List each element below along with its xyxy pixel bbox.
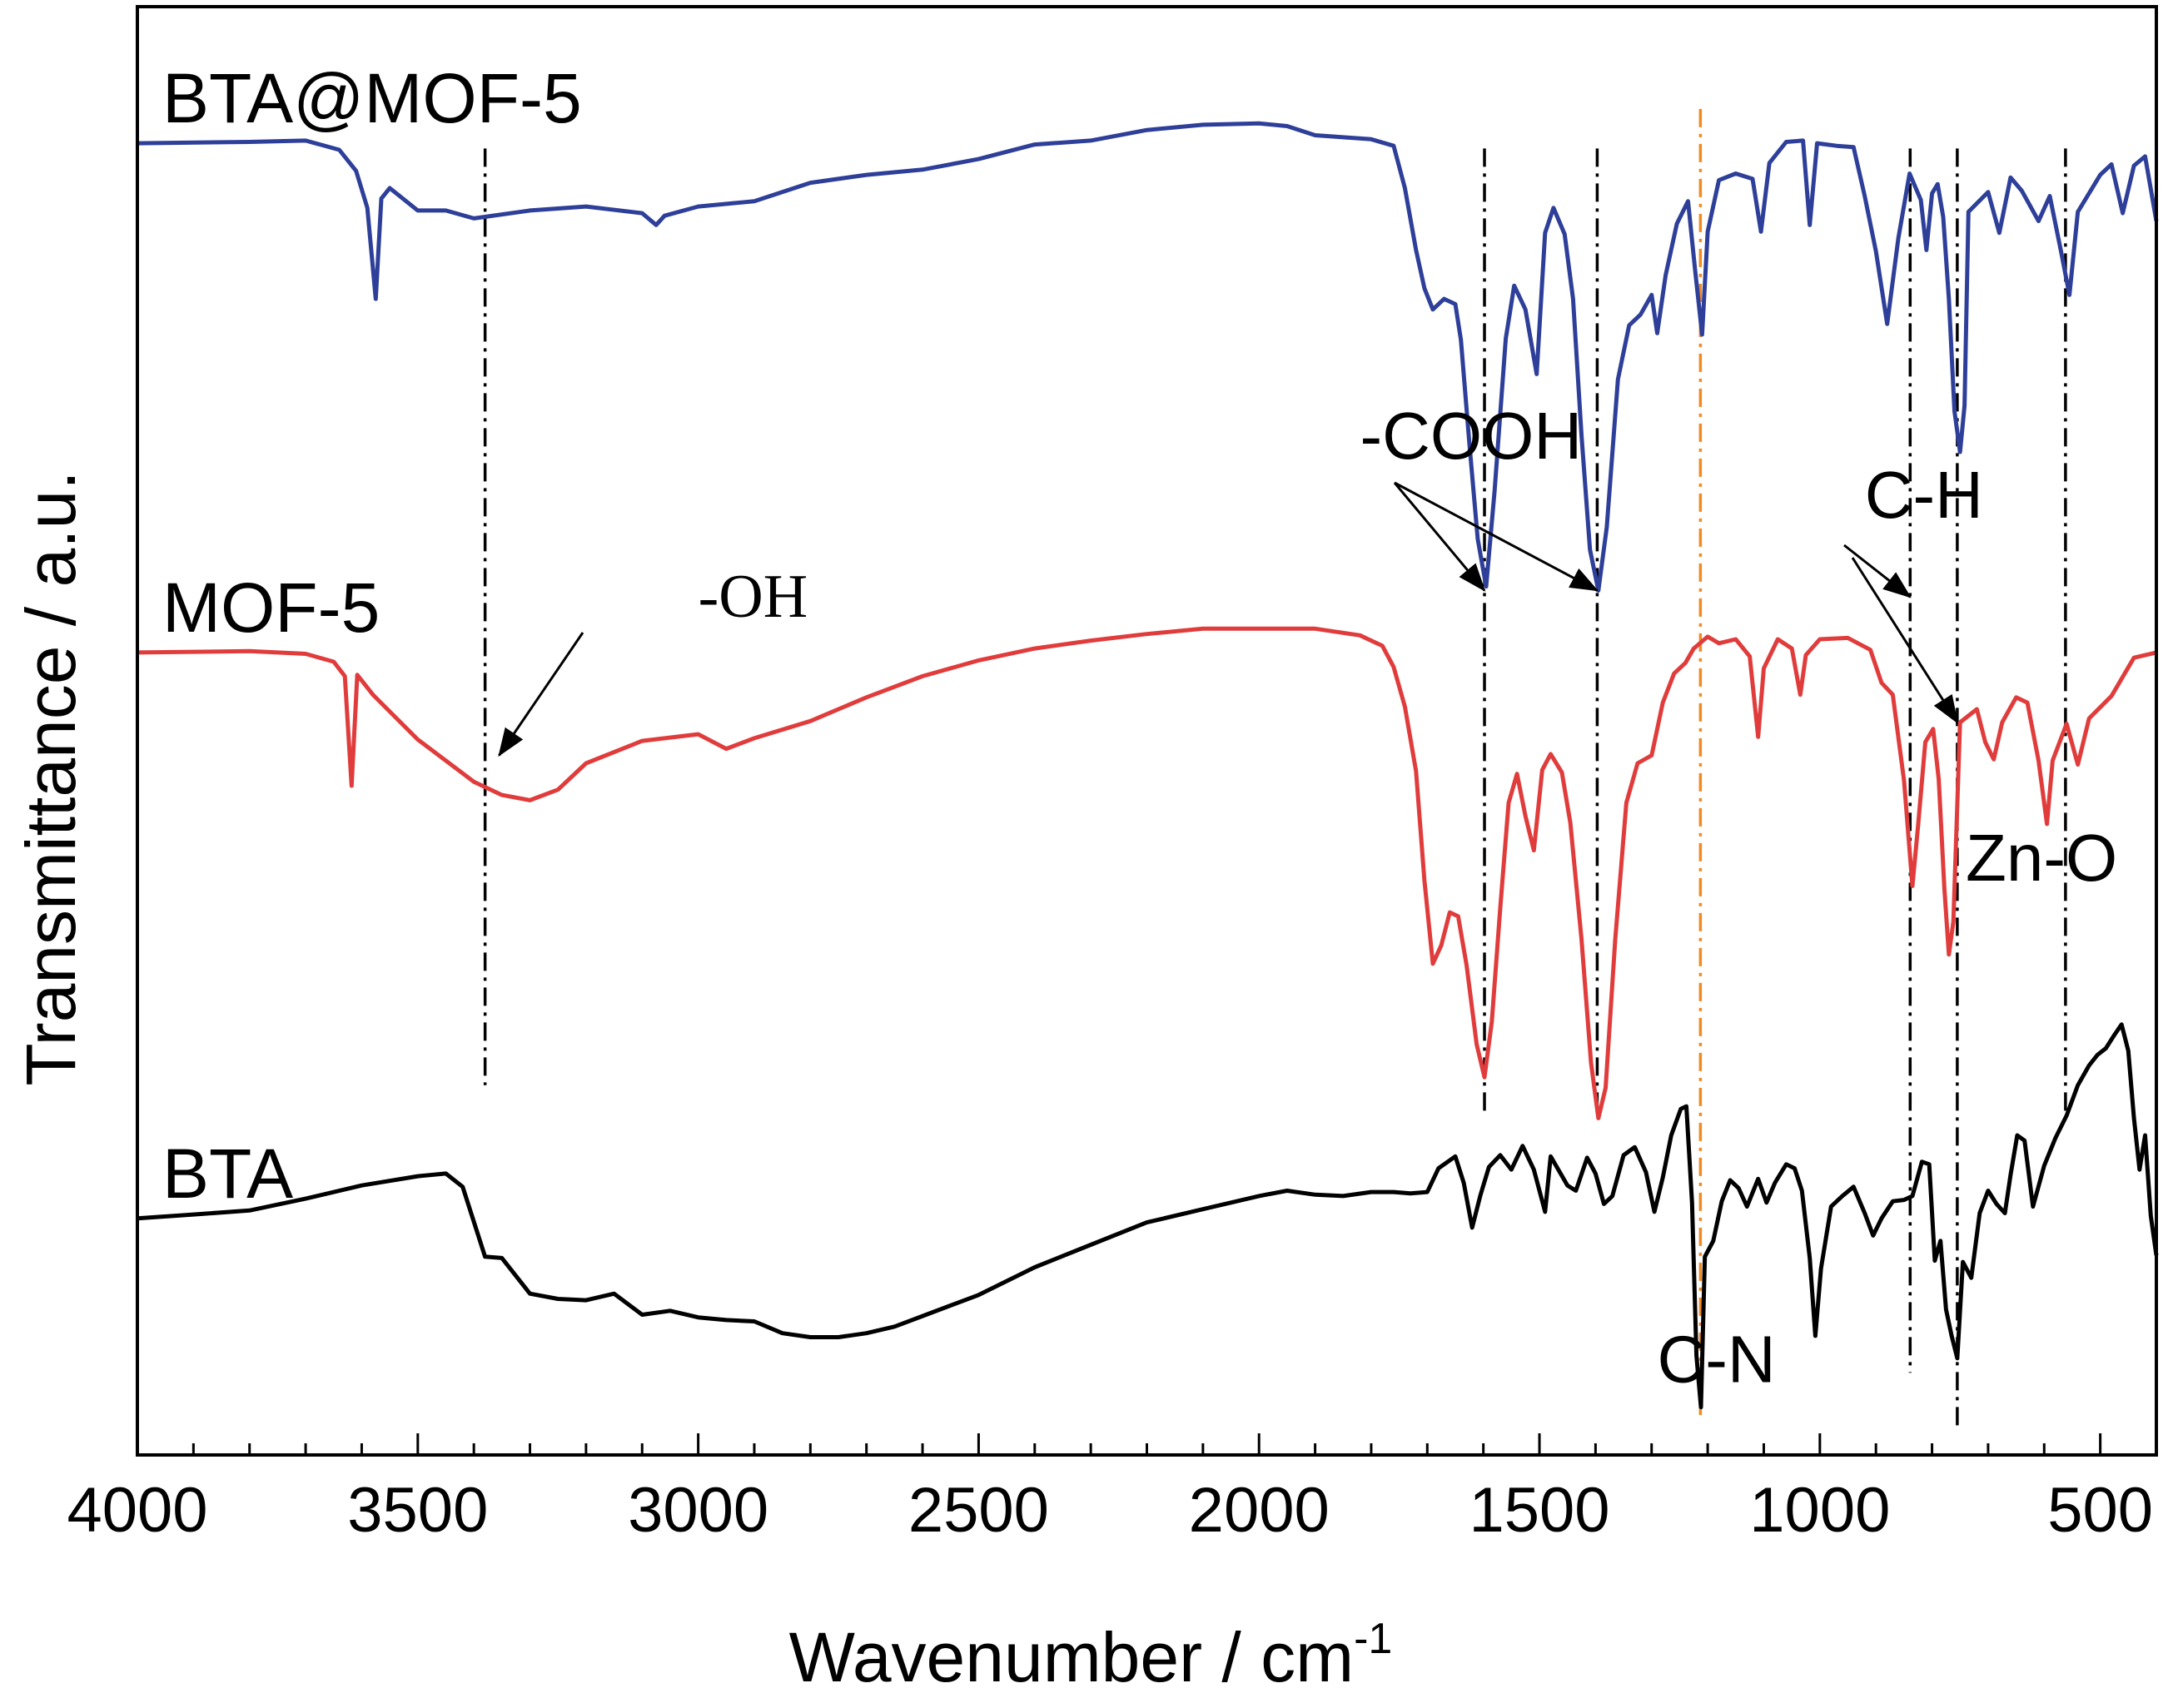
annotation-arrow-cooh-1 bbox=[1393, 482, 1486, 592]
x-tick-label-4000: 4000 bbox=[67, 1475, 207, 1546]
annotation-arrow-c-h-1 bbox=[1843, 544, 1912, 598]
series-line-bta-mof-5 bbox=[137, 121, 2159, 593]
series-line-bta bbox=[137, 1022, 2159, 1409]
series-label-bta: BTA bbox=[162, 1135, 293, 1213]
annotation-zn-o: Zn-O bbox=[1966, 821, 2117, 895]
x-tick-label-500: 500 bbox=[2047, 1475, 2153, 1546]
x-tick-label-3000: 3000 bbox=[628, 1475, 768, 1546]
y-axis-label: Transmittance / a.u. bbox=[12, 470, 90, 1085]
annotations-layer: -COOH C-H -OH Zn-O C-N bbox=[498, 399, 2117, 1396]
series-line-mof-5 bbox=[137, 626, 2157, 1120]
series-label-mof-5: MOF-5 bbox=[162, 569, 380, 647]
annotation-arrow-c-h-2 bbox=[1851, 557, 1959, 724]
annotation-arrow-oh-1 bbox=[498, 632, 584, 757]
plot-frame bbox=[136, 5, 2158, 1457]
x-axis-label-superscript: -1 bbox=[1354, 1615, 1392, 1663]
annotation-oh: -OH bbox=[699, 563, 808, 631]
x-tick-label-3500: 3500 bbox=[347, 1475, 488, 1546]
annotation-c-h: C-H bbox=[1865, 458, 1983, 532]
x-axis-label: Wavenumber / cm-1 bbox=[789, 1615, 1393, 1696]
spectra-layer: BTA@MOF-5 MOF-5 BTA bbox=[137, 59, 2159, 1409]
axes-layer: 4000 3500 3000 2500 2000 1500 1000 500 bbox=[67, 5, 2158, 1546]
x-tick-label-2000: 2000 bbox=[1189, 1475, 1330, 1546]
x-tick-label-1000: 1000 bbox=[1749, 1475, 1890, 1546]
annotation-c-n: C-N bbox=[1657, 1322, 1775, 1396]
x-tick-label-1500: 1500 bbox=[1469, 1475, 1609, 1546]
annotation-cooh: -COOH bbox=[1360, 399, 1582, 473]
series-label-bta-mof-5: BTA@MOF-5 bbox=[162, 59, 582, 137]
x-tick-label-2500: 2500 bbox=[908, 1475, 1049, 1546]
x-axis-label-main: Wavenumber / cm bbox=[789, 1618, 1354, 1696]
annotation-arrow-cooh-2 bbox=[1394, 481, 1599, 592]
